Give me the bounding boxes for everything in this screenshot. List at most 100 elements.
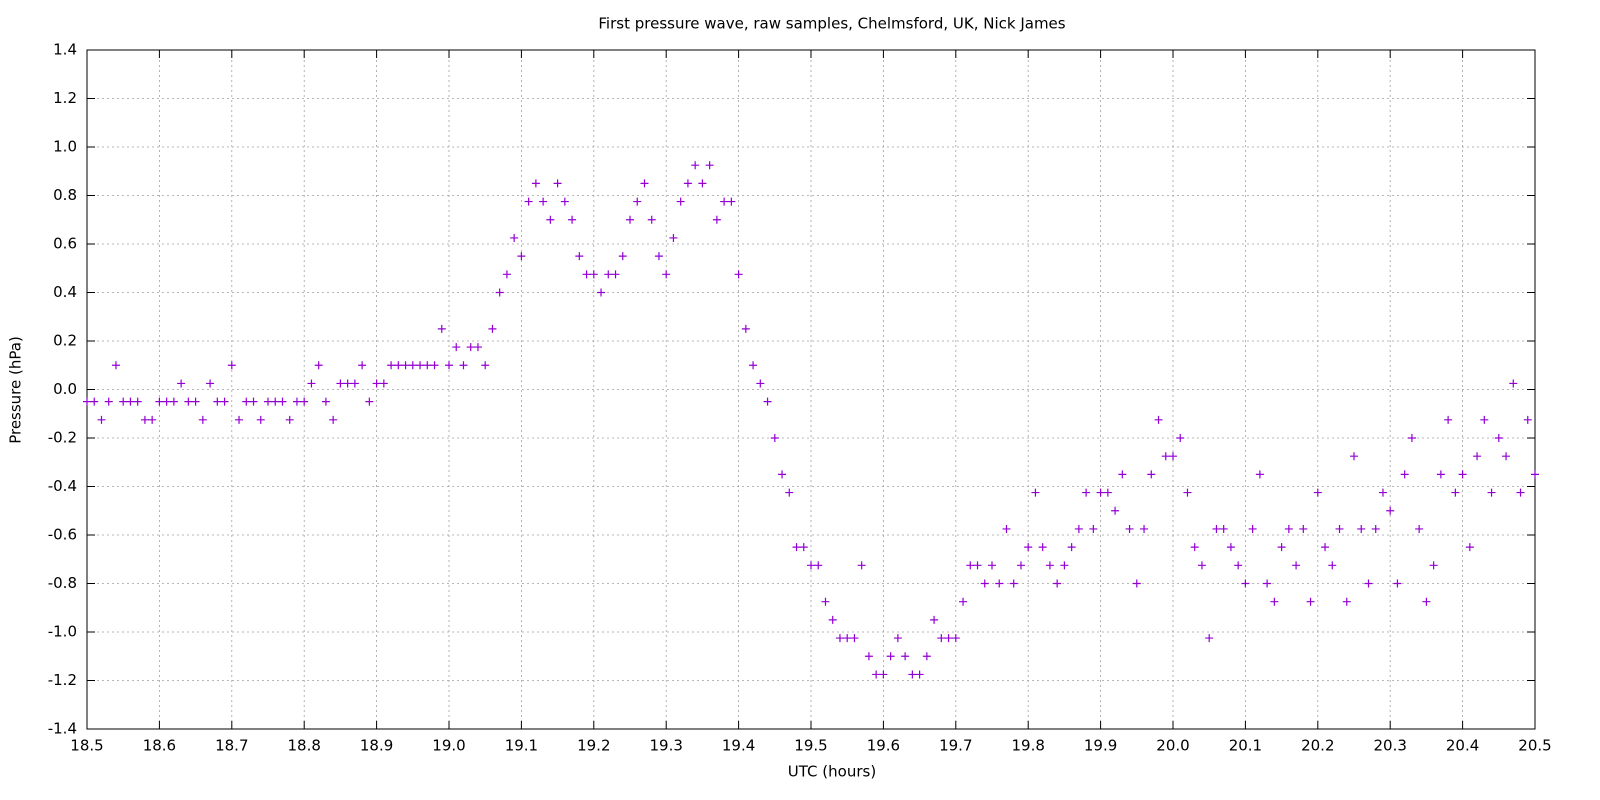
data-point (271, 397, 280, 406)
x-tick-label: 18.5 (70, 737, 103, 755)
data-point (1031, 488, 1040, 497)
data-point (1016, 561, 1025, 570)
data-point (278, 397, 287, 406)
data-point (1009, 579, 1018, 588)
data-point (524, 197, 533, 206)
data-point (908, 670, 917, 679)
data-point (292, 397, 301, 406)
data-point (1255, 470, 1264, 479)
data-point (951, 634, 960, 643)
data-point (1531, 470, 1539, 479)
data-point (864, 652, 873, 661)
data-point (676, 197, 685, 206)
x-tick-label: 18.6 (143, 737, 176, 755)
data-point (1415, 524, 1424, 533)
data-point (1451, 488, 1460, 497)
data-point (553, 179, 562, 188)
data-point (148, 415, 157, 424)
data-point (1335, 524, 1344, 533)
data-point (1364, 579, 1373, 588)
data-point (213, 397, 222, 406)
data-point (416, 361, 425, 370)
data-point (705, 161, 714, 170)
data-point (915, 670, 924, 679)
data-point (1386, 506, 1395, 515)
data-point (589, 270, 598, 279)
data-point (1118, 470, 1127, 479)
x-tick-label: 20.5 (1518, 737, 1551, 755)
data-point (169, 397, 178, 406)
data-point (531, 179, 540, 188)
data-point (1219, 524, 1228, 533)
data-point (336, 379, 345, 388)
y-tick-label: 0.2 (53, 332, 77, 350)
data-point (133, 397, 142, 406)
data-point (604, 270, 613, 279)
data-point (394, 361, 403, 370)
y-tick-label: 1.0 (53, 138, 77, 156)
x-tick-label: 19.4 (722, 737, 755, 755)
data-point (1183, 488, 1192, 497)
data-point (365, 397, 374, 406)
data-point (126, 397, 135, 406)
data-point (140, 415, 149, 424)
data-point (683, 179, 692, 188)
data-point (857, 561, 866, 570)
data-point (843, 634, 852, 643)
y-tick-label: -0.8 (48, 574, 77, 592)
data-point (546, 215, 555, 224)
data-point (734, 270, 743, 279)
data-point (445, 361, 453, 370)
data-point (1284, 524, 1293, 533)
data-point (473, 343, 482, 352)
data-point (749, 361, 758, 370)
data-point (1342, 597, 1351, 606)
data-point (1096, 488, 1105, 497)
data-point (1436, 470, 1445, 479)
data-point (1067, 543, 1076, 552)
data-point (727, 197, 736, 206)
data-point (1161, 452, 1170, 461)
data-point (1321, 543, 1330, 552)
data-point (1190, 543, 1199, 552)
data-point (930, 615, 939, 624)
data-point (1205, 634, 1214, 643)
data-point (662, 270, 671, 279)
data-point (1516, 488, 1525, 497)
data-point (893, 634, 902, 643)
x-axis-label: UTC (hours) (788, 763, 876, 781)
data-point (235, 415, 244, 424)
data-point (1002, 524, 1011, 533)
data-point (1197, 561, 1206, 570)
x-tick-label: 18.8 (287, 737, 320, 755)
data-point (162, 397, 171, 406)
data-point (792, 543, 801, 552)
data-point (459, 361, 468, 370)
data-point (835, 634, 844, 643)
data-point (1060, 561, 1069, 570)
data-point (184, 397, 193, 406)
data-point (220, 397, 229, 406)
x-tick-label: 19.0 (432, 737, 465, 755)
data-point (879, 670, 888, 679)
y-tick-label: 0.6 (53, 235, 77, 253)
y-tick-label: 0.8 (53, 186, 77, 204)
data-point (611, 270, 620, 279)
data-point (1154, 415, 1163, 424)
y-tick-label: -1.4 (48, 720, 77, 738)
x-tick-label: 20.1 (1229, 737, 1262, 755)
data-point (1103, 488, 1112, 497)
y-tick-label: 0.0 (53, 380, 77, 398)
data-point (1024, 543, 1033, 552)
data-point (198, 415, 207, 424)
data-point (90, 397, 99, 406)
data-point (1328, 561, 1337, 570)
data-point (669, 233, 678, 242)
data-point (980, 579, 989, 588)
data-point (944, 634, 953, 643)
data-point (1371, 524, 1380, 533)
data-point (372, 379, 381, 388)
data-point (206, 379, 215, 388)
data-point (379, 379, 388, 388)
data-point (1502, 452, 1511, 461)
